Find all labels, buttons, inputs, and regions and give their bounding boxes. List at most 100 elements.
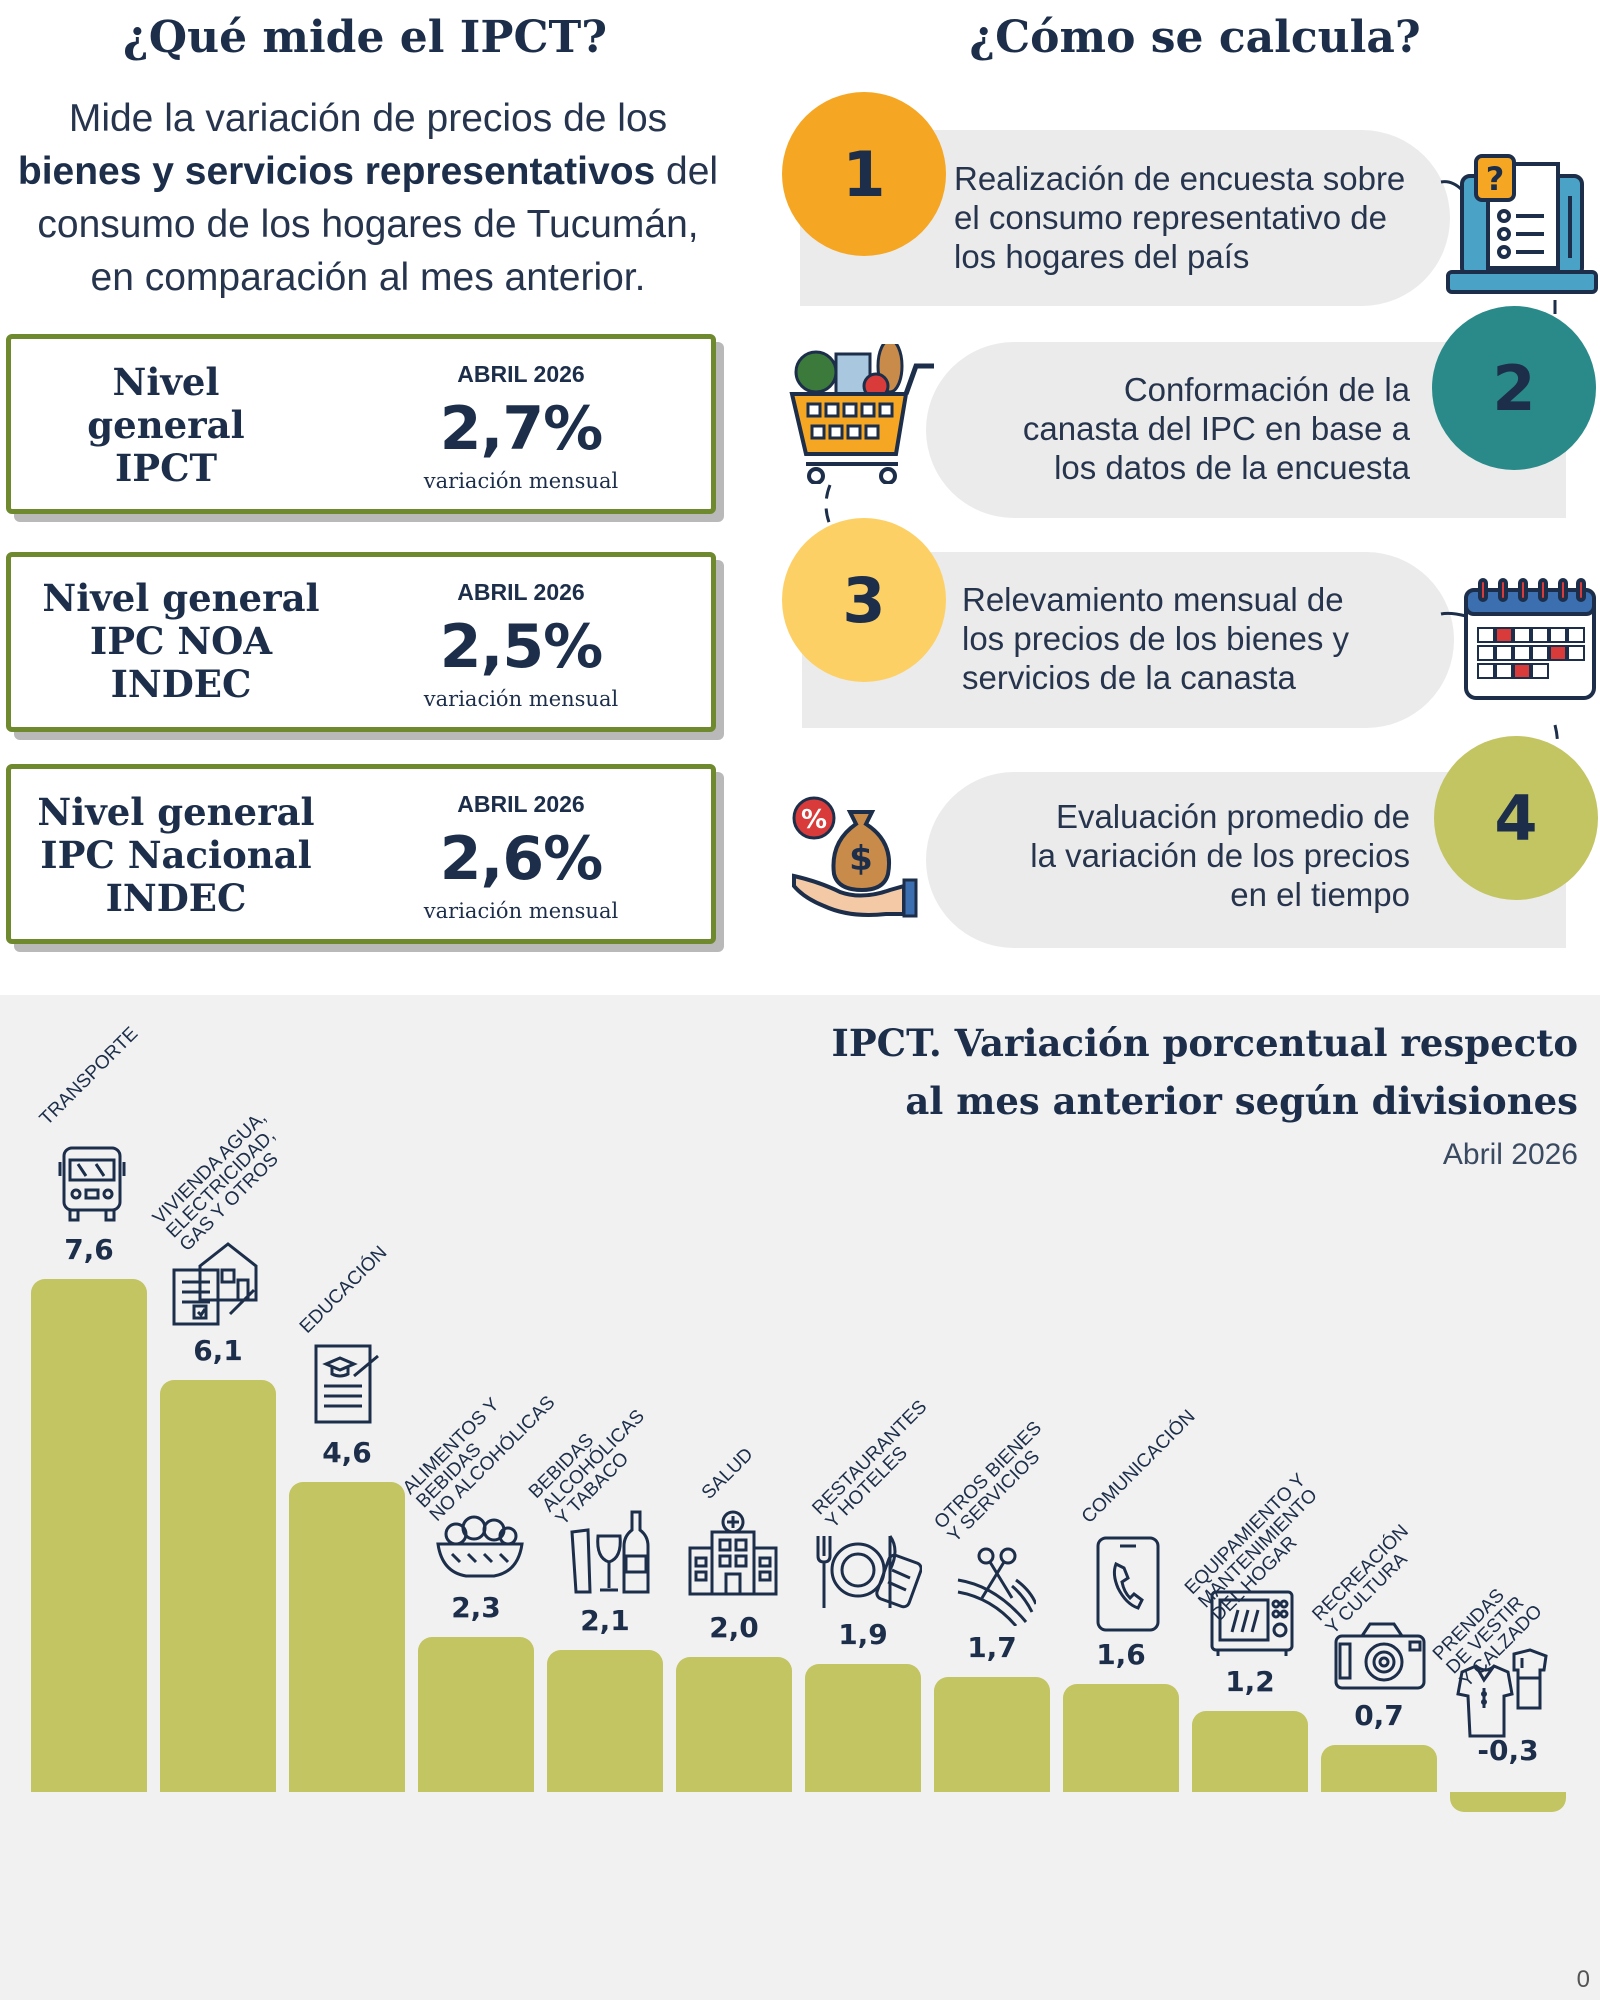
step-3-line-3: servicios de la canasta: [962, 659, 1296, 696]
step-1-number: 1: [842, 137, 886, 211]
bar: [1063, 1684, 1179, 1792]
bar: [1450, 1792, 1566, 1813]
bar-value-label: -0,3: [1477, 1734, 1539, 1767]
card-nac-label-2: IPC Nacional: [40, 833, 312, 877]
bar: [31, 1279, 147, 1792]
step-4-line-3: en el tiempo: [1230, 876, 1410, 913]
card-noa-label-3: INDEC: [110, 662, 252, 706]
left-title: ¿Qué mide el IPCT?: [123, 12, 607, 63]
bar: [1321, 1744, 1437, 1792]
card-noa-label-2: IPC NOA: [89, 619, 273, 663]
bar-value-label: 1,2: [1225, 1665, 1275, 1698]
house-documents-icon: [172, 1242, 258, 1326]
bar-value-label: 2,0: [709, 1611, 759, 1644]
clothes-icon: [1456, 1648, 1548, 1738]
cut-ribbon-icon: [957, 1547, 1036, 1626]
card-nac-sub: variación mensual: [423, 899, 619, 923]
bar-value-label: 1,7: [967, 1631, 1017, 1665]
card-noa-value: 2,5%: [439, 612, 603, 682]
card-ipc-noa: Nivel general IPC NOA INDEC ABRIL 2026 2…: [6, 552, 716, 732]
card-ipct-label: Nivel general IPCT: [31, 361, 301, 490]
bar: [1192, 1711, 1308, 1792]
bar-value-label: 6,1: [193, 1334, 243, 1368]
step-4-text: Evaluación promedio de la variación de l…: [960, 797, 1410, 914]
bar-value-label: 2,3: [451, 1590, 501, 1624]
phone-icon: [1096, 1536, 1160, 1632]
step-1-line-2: el consumo representativo de: [954, 199, 1387, 236]
food-bowl-icon: [436, 1515, 524, 1578]
card-ipct-label-3: IPCT: [114, 446, 218, 490]
intro-text: Mide la variación de precios de los bien…: [0, 92, 736, 304]
shopping-cart-icon: [789, 344, 934, 484]
bar: [934, 1677, 1050, 1792]
step-2-circle: 2: [1432, 306, 1596, 470]
bar-value-label: 1,6: [1096, 1638, 1146, 1671]
camera-icon: [1334, 1622, 1426, 1690]
bar-value-label: 2,1: [580, 1604, 630, 1638]
bus-icon: [58, 1146, 126, 1222]
step-4-circle: 4: [1434, 736, 1598, 900]
card-ipc-nacional: Nivel general IPC Nacional INDEC ABRIL 2…: [6, 764, 716, 944]
chart-title: IPCT. Variación porcentual respecto al m…: [678, 1014, 1578, 1130]
step-2-line-1: Conformación de la: [1123, 371, 1410, 408]
card-ipct-month: ABRIL 2026: [457, 361, 585, 387]
bar: [418, 1636, 534, 1792]
step-4-line-1: Evaluación promedio de: [1055, 798, 1410, 835]
card-nac-value: 2,6%: [439, 824, 603, 894]
hospital-icon: [688, 1510, 778, 1596]
intro-line-2: bienes y servicios representativos del: [0, 145, 736, 198]
chart-subtitle: Abril 2026: [1442, 1138, 1578, 1171]
bar-value-label: 0,7: [1354, 1698, 1404, 1732]
step-1-line-1: Realización de encuesta sobre: [954, 160, 1406, 197]
right-title: ¿Cómo se calcula?: [969, 12, 1421, 63]
bar: [289, 1481, 405, 1792]
step-1-circle: 1: [782, 92, 946, 256]
restaurant-hotel-icon: [816, 1535, 922, 1609]
card-nac-label: Nivel general IPC Nacional INDEC: [21, 791, 331, 920]
card-nac-label-1: Nivel general: [37, 790, 315, 834]
intro-line-4: en comparación al mes anterior.: [90, 256, 646, 299]
svg-text:$: $: [849, 839, 873, 879]
step-1-line-3: los hogares del país: [954, 238, 1250, 275]
bar-value-label: 1,9: [838, 1617, 888, 1651]
microwave-icon: [1210, 1590, 1294, 1656]
step-2-line-3: los datos de la encuesta: [1054, 449, 1410, 486]
step-2-text: Conformación de la canasta del IPC en ba…: [960, 370, 1410, 487]
chart-title-line-1: IPCT. Variación porcentual respecto: [831, 1021, 1578, 1065]
card-noa-sub: variación mensual: [423, 687, 619, 711]
card-nac-month: ABRIL 2026: [457, 791, 585, 817]
card-noa-month: ABRIL 2026: [457, 579, 585, 605]
bar: [805, 1663, 921, 1792]
survey-laptop-icon: ?: [1440, 154, 1598, 294]
step-3-number: 3: [842, 563, 886, 637]
bar: [676, 1657, 792, 1792]
chart-title-line-2: al mes anterior según divisiones: [905, 1079, 1578, 1123]
footer-page-number: 0: [1576, 1966, 1590, 1993]
card-nac-label-3: INDEC: [105, 876, 247, 920]
step-2-line-2: canasta del IPC en base a: [1022, 410, 1410, 447]
card-ipct-label-2: general: [87, 403, 245, 447]
card-noa-label-1: Nivel general: [42, 576, 320, 620]
education-document-icon: [314, 1344, 379, 1424]
card-noa-label: Nivel general IPC NOA INDEC: [26, 577, 336, 706]
intro-line-3: consumo de los hogares de Tucumán,: [37, 203, 699, 246]
bar: [547, 1650, 663, 1792]
step-3-line-2: los precios de los bienes y: [962, 620, 1350, 657]
intro-line-1: Mide la variación de precios de los: [68, 97, 668, 140]
intro-line-2-rest: del: [655, 150, 719, 193]
intro-bold: bienes y servicios representativos: [17, 150, 656, 193]
card-ipct: Nivel general IPCT ABRIL 2026 2,7% varia…: [6, 334, 716, 514]
step-3-circle: 3: [782, 518, 946, 682]
card-ipct-value: 2,7%: [439, 394, 603, 464]
card-ipct-sub: variación mensual: [423, 469, 619, 493]
svg-text:%: %: [801, 805, 827, 835]
step-4-number: 4: [1494, 781, 1538, 855]
svg-text:?: ?: [1486, 160, 1505, 198]
card-ipct-label-1: Nivel: [112, 360, 220, 404]
step-1-text: Realización de encuesta sobre el consumo…: [954, 159, 1434, 276]
bar-value-label: 7,6: [64, 1233, 114, 1266]
calendar-icon: [1440, 578, 1596, 700]
bar-value-label: 4,6: [322, 1435, 372, 1469]
step-2-number: 2: [1492, 351, 1536, 425]
bottle-glass-icon: [570, 1510, 650, 1594]
